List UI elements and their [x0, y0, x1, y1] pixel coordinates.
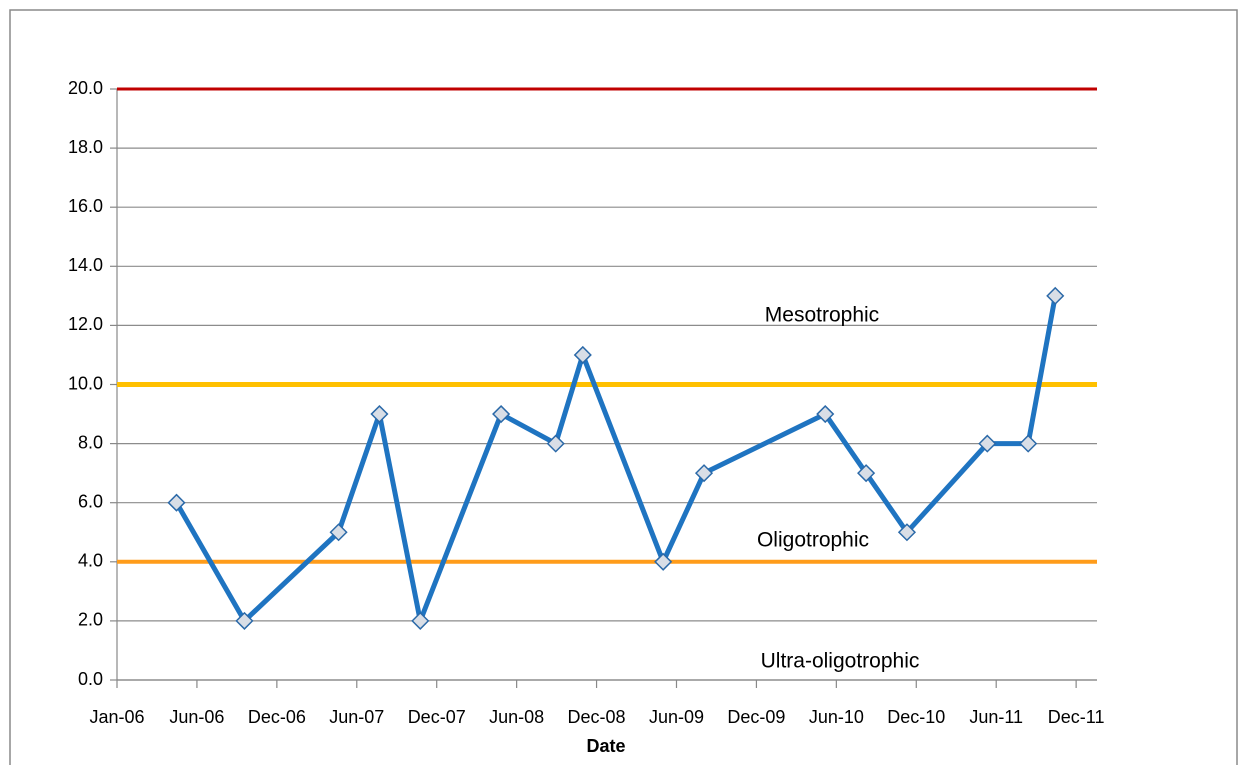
y-tick-label: 8.0: [78, 432, 103, 452]
x-tick-label: Jun-11: [969, 707, 1023, 727]
y-tick-label: 2.0: [78, 610, 103, 630]
annotation: Mesotrophic: [765, 304, 879, 327]
x-tick-label: Jun-08: [489, 707, 544, 727]
y-tick-label: 16.0: [68, 196, 103, 216]
y-tick-label: 18.0: [68, 137, 103, 157]
x-tick-label: Dec-06: [248, 707, 306, 727]
x-tick-label: Jun-10: [809, 707, 864, 727]
x-tick-label: Dec-09: [727, 707, 785, 727]
data-point: [978, 434, 997, 453]
data-point: [329, 523, 348, 542]
x-tick-label: Jun-06: [169, 707, 224, 727]
y-tick-label: 6.0: [78, 491, 103, 511]
x-tick-label: Dec-08: [568, 707, 626, 727]
data-point: [492, 404, 511, 424]
x-tick-label: Jun-07: [329, 707, 384, 727]
data-point: [370, 404, 389, 424]
data-point: [235, 611, 254, 630]
data-point: [857, 464, 876, 483]
x-tick-label: Dec-07: [408, 707, 466, 727]
x-tick-label: Jan-06: [89, 707, 144, 727]
x-tick-label: Jun-09: [649, 707, 704, 727]
y-tick-label: 4.0: [78, 551, 103, 571]
chart-frame: [9, 9, 1238, 765]
data-point: [573, 345, 592, 365]
annotation: Ultra-oligotrophic: [761, 650, 920, 673]
y-tick-label: 12.0: [68, 314, 103, 334]
data-point: [1046, 286, 1065, 305]
data-point: [816, 404, 835, 424]
y-tick-label: 14.0: [68, 255, 103, 275]
x-tick-label: Dec-11: [1048, 707, 1105, 727]
data-point: [167, 493, 186, 512]
x-axis-label: Date: [586, 736, 625, 756]
data-point: [411, 611, 430, 630]
data-point: [1019, 434, 1038, 453]
y-tick-label: 10.0: [68, 373, 103, 393]
x-tick-label: Dec-10: [887, 707, 945, 727]
data-point: [546, 434, 565, 453]
y-tick-label: 20.0: [68, 78, 103, 98]
data-point: [694, 464, 714, 483]
y-tick-label: 0.0: [78, 669, 103, 689]
data-point: [897, 523, 917, 542]
annotation: Oligotrophic: [757, 529, 869, 552]
data-line: [174, 295, 1058, 624]
data-point: [654, 552, 673, 571]
